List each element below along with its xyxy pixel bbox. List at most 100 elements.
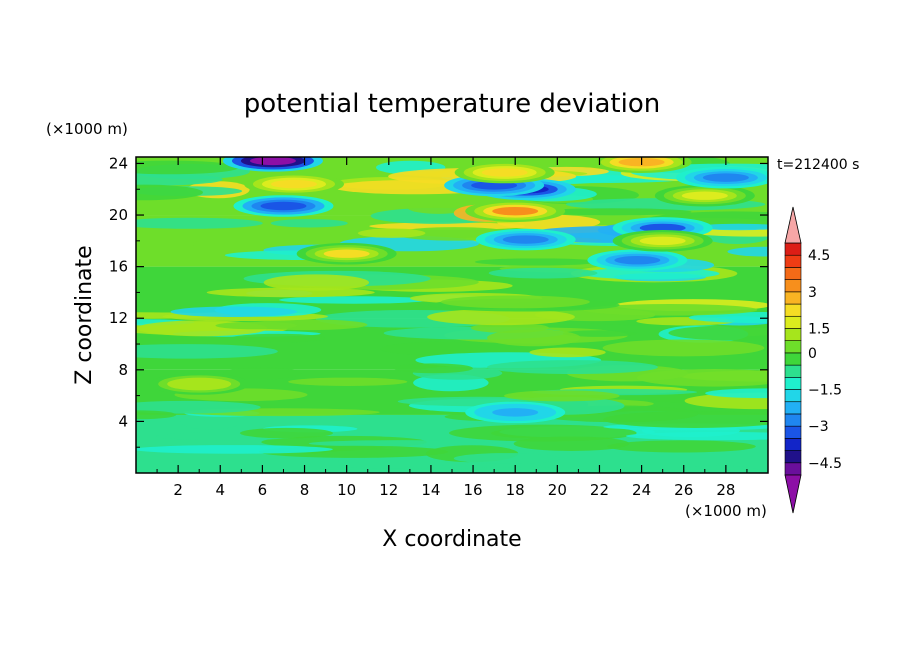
heatmap-streak xyxy=(279,296,429,304)
colorbar-swatch xyxy=(784,462,802,476)
x-tick-label: 24 xyxy=(632,481,651,499)
heatmap-streak xyxy=(136,445,333,454)
heatmap-streak xyxy=(583,304,758,316)
x-unit-label: (×1000 m) xyxy=(685,502,767,520)
chart-title: potential temperature deviation xyxy=(244,89,660,119)
heatmap-streak xyxy=(270,219,348,228)
colorbar-swatch xyxy=(784,291,802,305)
colorbar-over-arrow xyxy=(784,206,802,244)
heatmap-streak xyxy=(357,228,426,238)
heatmap-blob xyxy=(639,223,686,233)
heatmap-blob xyxy=(492,206,539,216)
heatmap-streak xyxy=(673,465,763,473)
heatmap-streak xyxy=(136,410,177,420)
heatmap-streak xyxy=(136,184,203,201)
colorbar-label: 1.5 xyxy=(808,321,830,337)
colorbar-swatch xyxy=(784,242,802,256)
colorbar-swatch xyxy=(784,425,802,439)
heatmap-blob xyxy=(614,255,661,265)
heatmap-streak xyxy=(369,222,526,230)
heatmap-streak xyxy=(136,205,212,215)
heatmap-streak xyxy=(393,363,473,374)
heatmap-streak xyxy=(440,295,590,309)
x-tick-label: 22 xyxy=(590,481,609,499)
y-tick-label: 16 xyxy=(109,258,128,276)
colorbar-swatch xyxy=(784,328,802,341)
x-tick-label: 26 xyxy=(674,481,693,499)
x-tick-label: 28 xyxy=(716,481,735,499)
heatmap-streak xyxy=(263,274,370,291)
colorbar-swatch xyxy=(784,254,802,268)
y-tick-label: 8 xyxy=(118,361,128,379)
y-unit-label: (×1000 m) xyxy=(46,120,128,138)
colorbar-swatch xyxy=(784,352,802,366)
colorbar-swatch xyxy=(784,303,802,317)
heatmap-streak xyxy=(136,400,261,414)
colorbar-label: 3 xyxy=(808,285,817,301)
colorbar-label: −1.5 xyxy=(808,383,842,399)
colorbar-swatch xyxy=(784,389,802,403)
heatmap-blob xyxy=(481,168,528,177)
x-tick-label: 8 xyxy=(300,481,310,499)
x-tick-label: 12 xyxy=(379,481,398,499)
heatmap-streak xyxy=(136,217,263,229)
time-label: t=212400 s xyxy=(777,157,859,173)
heatmap-blob xyxy=(681,191,728,200)
heatmap-streak xyxy=(607,440,756,453)
x-tick-label: 4 xyxy=(215,481,225,499)
heatmap-streak xyxy=(453,453,561,464)
heatmap-blob xyxy=(492,408,539,417)
heatmap-streak xyxy=(473,252,595,259)
heatmap-streak xyxy=(136,344,278,359)
heatmap-blob xyxy=(502,235,549,244)
x-axis: 2 4 6 8 10 12 14 16 18 20 22 24 26 28 xyxy=(156,157,748,499)
y-tick-label: 12 xyxy=(109,309,128,327)
heatmap-streak xyxy=(513,436,630,451)
x-tick-label: 2 xyxy=(173,481,183,499)
heatmap-streak xyxy=(308,440,496,447)
heatmap-blob xyxy=(702,173,749,182)
y-tick-label: 4 xyxy=(118,412,128,430)
heatmap-streak xyxy=(488,267,598,279)
heatmap-blob xyxy=(176,379,223,389)
colorbar-swatch xyxy=(784,438,802,451)
colorbar-swatch xyxy=(784,450,802,464)
y-axis-label: Z coordinate xyxy=(72,245,97,384)
heatmap-streak xyxy=(407,201,470,214)
x-axis-label: X coordinate xyxy=(382,527,521,552)
heatmap-streak xyxy=(705,388,768,399)
heatmap-streak xyxy=(487,329,581,347)
x-tick-label: 6 xyxy=(258,481,268,499)
heatmap-streak xyxy=(136,160,240,175)
heatmap-streak xyxy=(288,377,408,386)
heatmap-streak xyxy=(696,223,768,231)
heatmap-blob xyxy=(271,179,317,189)
heatmap-streak xyxy=(443,466,608,473)
x-tick-label: 14 xyxy=(421,481,440,499)
y-tick-label: 24 xyxy=(109,154,128,172)
heatmap-streak xyxy=(230,333,326,343)
heatmap-streak xyxy=(336,457,448,469)
colorbar-label: 4.5 xyxy=(808,248,830,264)
heatmap-streak xyxy=(533,208,692,216)
colorbar-swatch xyxy=(784,315,802,329)
heatmap-streak xyxy=(180,412,242,430)
heatmap-blob xyxy=(260,201,307,211)
colorbar-under-arrow xyxy=(784,474,802,514)
heatmap-streak xyxy=(427,308,575,326)
colorbar-label: −4.5 xyxy=(808,456,842,472)
heatmap-streak xyxy=(602,339,765,357)
colorbar-swatch xyxy=(784,267,802,280)
heatmap-blob xyxy=(639,236,686,246)
y-axis: 4 8 12 16 20 24 xyxy=(109,154,768,448)
heatmap-streak xyxy=(136,173,223,186)
heatmap-streak xyxy=(206,287,375,298)
heatmap-streak xyxy=(625,431,768,441)
y-tick-label: 20 xyxy=(109,206,128,224)
x-tick-label: 10 xyxy=(337,481,356,499)
heatmap-field xyxy=(136,157,768,473)
colorbar-swatch xyxy=(784,364,802,378)
x-tick-label: 16 xyxy=(464,481,483,499)
colorbar-label: 0 xyxy=(808,346,817,362)
